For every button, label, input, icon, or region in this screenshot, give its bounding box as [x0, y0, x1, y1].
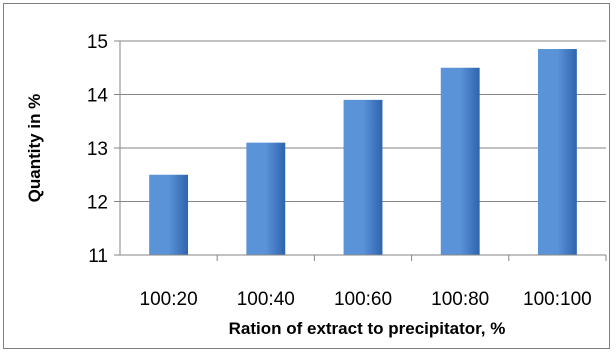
x-tick-label: 100:100 — [523, 289, 592, 310]
x-tick-label: 100:20 — [140, 289, 198, 310]
y-tick-label: 11 — [88, 246, 108, 267]
bar-100-100 — [537, 49, 577, 256]
x-tick-label: 100:80 — [431, 289, 489, 310]
y-tick-label: 14 — [87, 86, 109, 107]
bars — [149, 49, 577, 256]
tick-labels: 11 12 13 14 15 100:20 100:40 100:60 100:80 100:10… — [87, 32, 592, 310]
axes — [114, 40, 607, 261]
y-tick-label: 12 — [87, 193, 108, 214]
bar-100-20 — [149, 174, 189, 255]
bar-100-60 — [343, 99, 383, 255]
chart-frame — [3, 3, 610, 349]
x-axis-title: Ration of extract to precipitator, % — [229, 319, 506, 338]
y-axis-title: Quantity in % — [25, 94, 44, 203]
bar-100-40 — [246, 142, 286, 255]
x-tick-label: 100:40 — [237, 289, 295, 310]
x-tick-label: 100:60 — [334, 289, 392, 310]
y-tick-label: 13 — [87, 139, 108, 160]
bar-100-80 — [440, 67, 480, 255]
y-tick-label: 15 — [87, 32, 108, 53]
